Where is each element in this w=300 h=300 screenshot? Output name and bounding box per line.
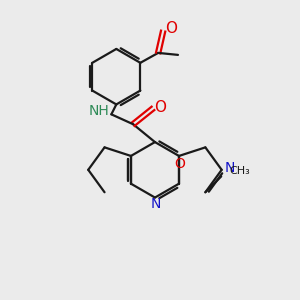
Text: NH: NH (89, 104, 110, 118)
Text: O: O (175, 157, 185, 171)
Text: CH₃: CH₃ (229, 167, 250, 176)
Text: O: O (165, 21, 177, 36)
Text: N: N (151, 197, 161, 212)
Text: N: N (224, 161, 235, 175)
Text: O: O (154, 100, 166, 115)
